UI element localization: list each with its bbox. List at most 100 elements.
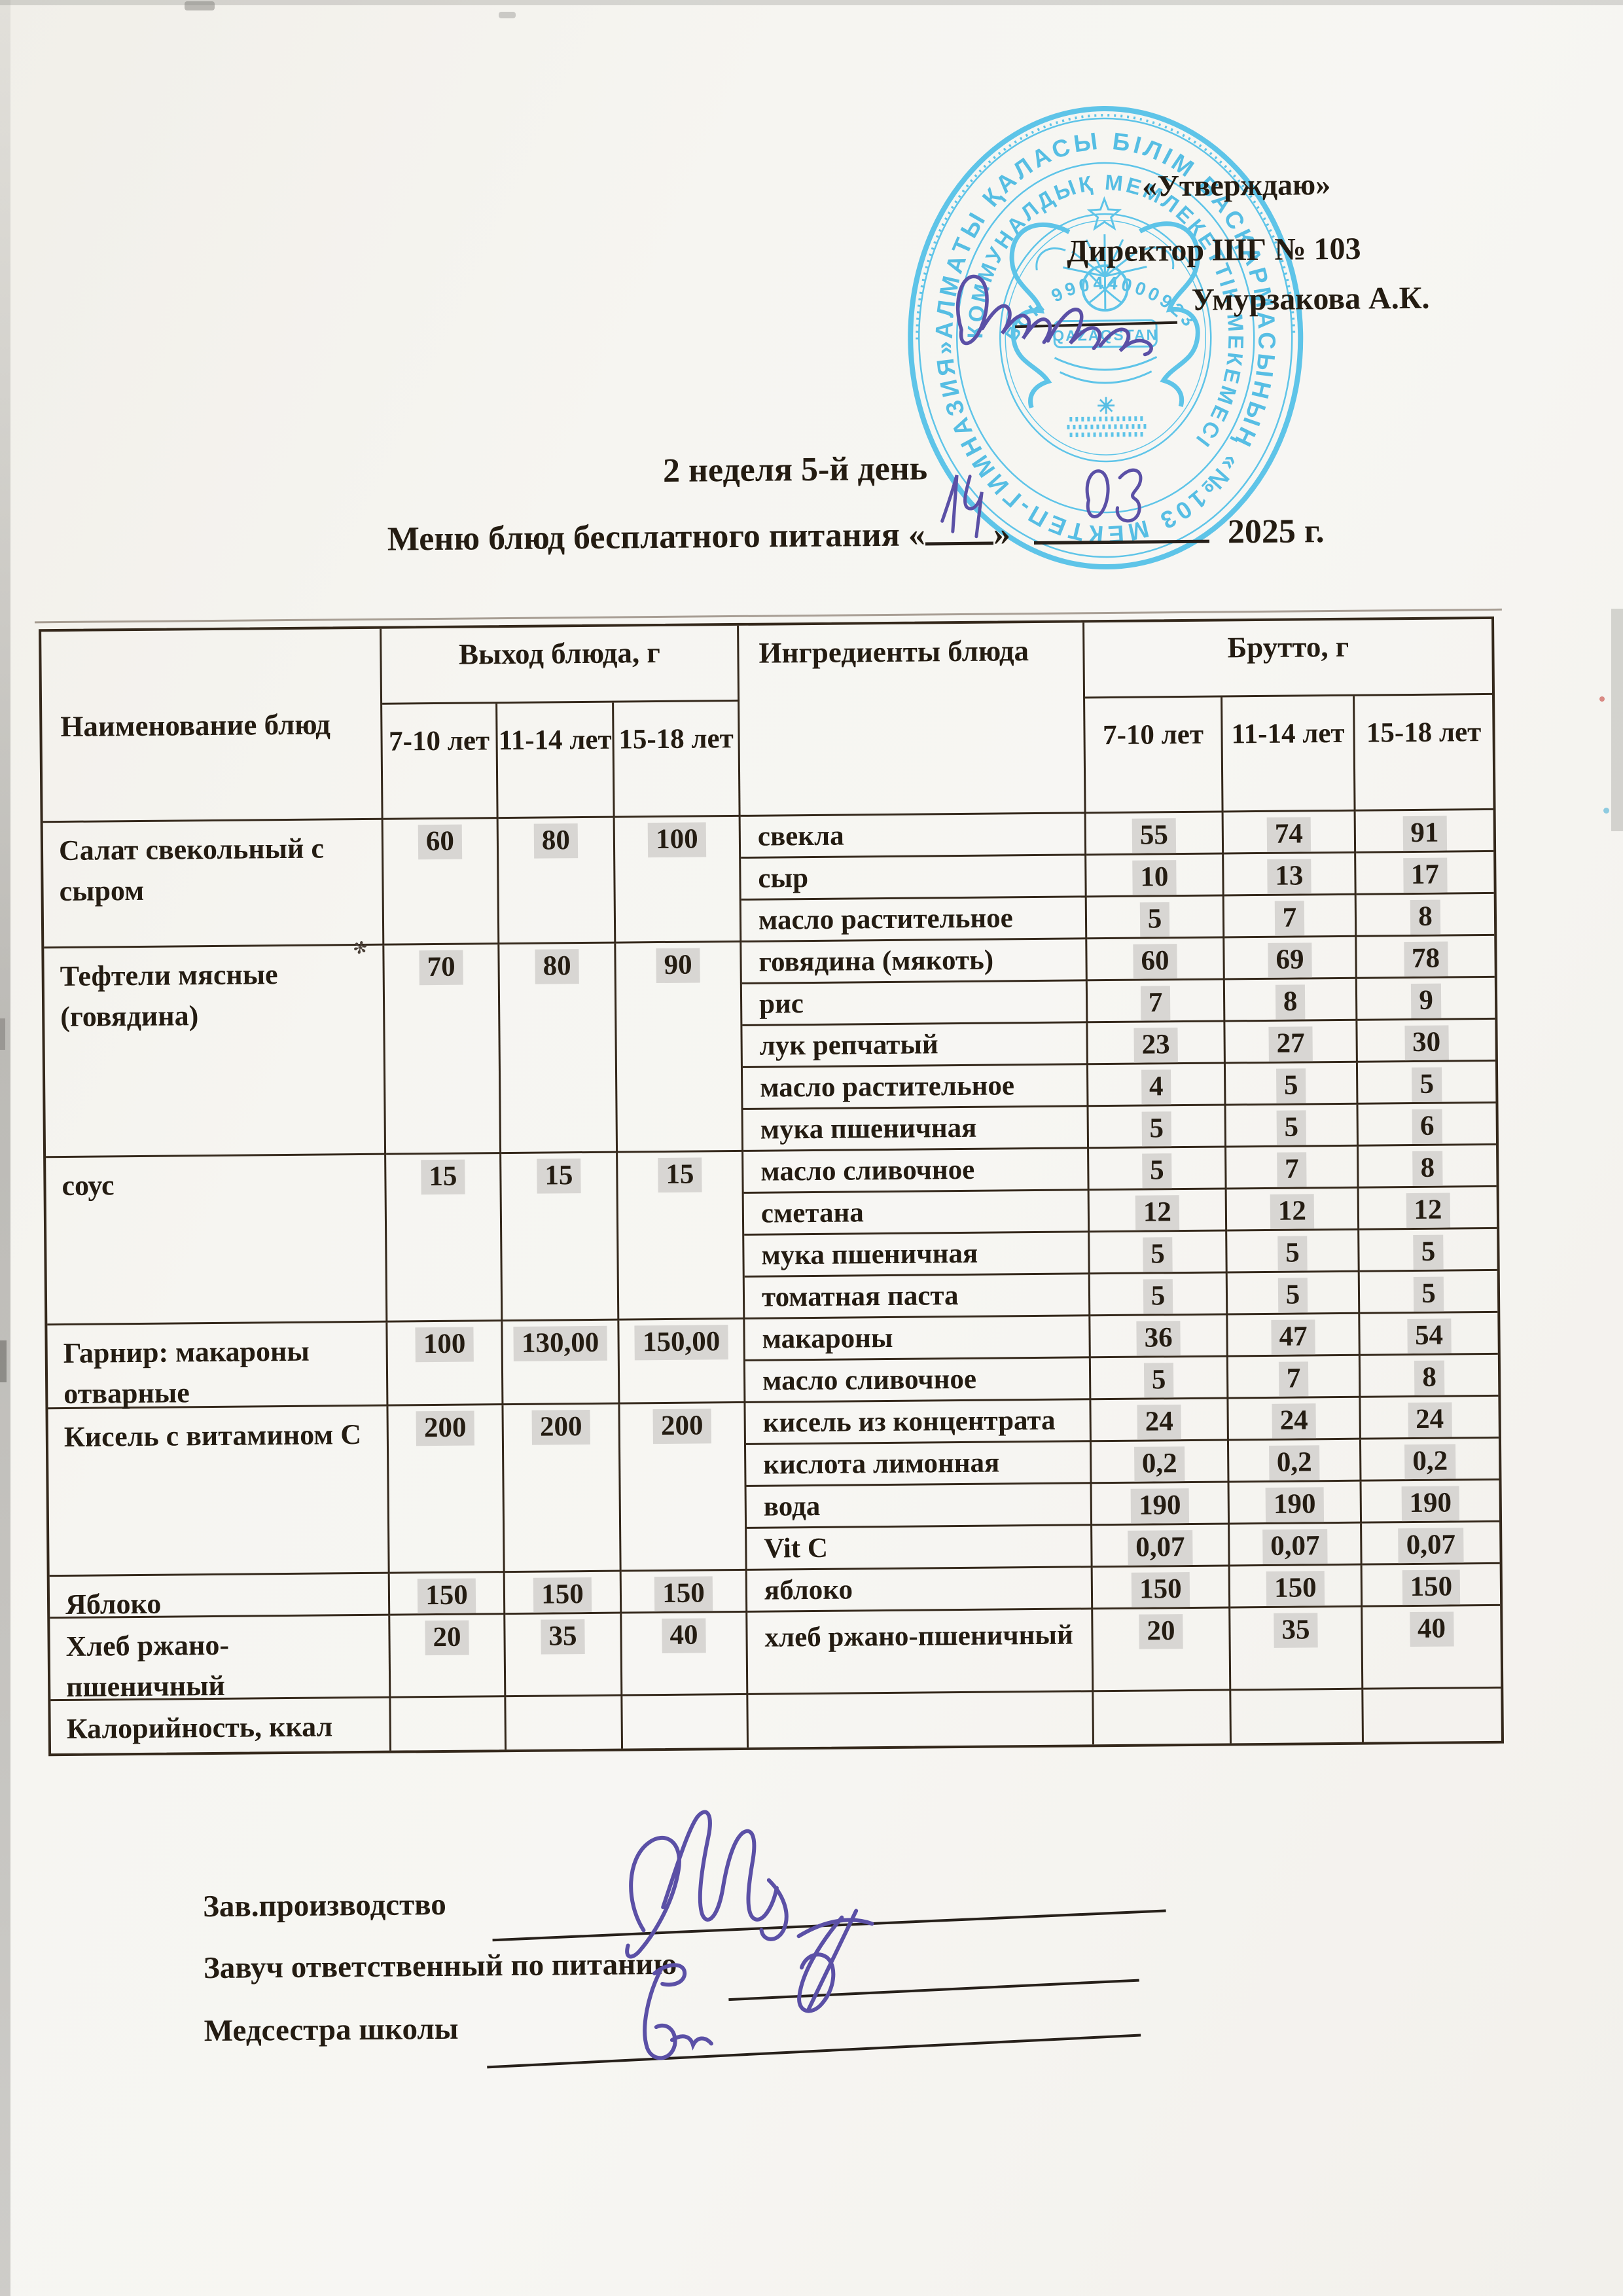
yield-cell: 200 xyxy=(388,1405,505,1574)
header-yield-group: Выход блюда, г xyxy=(382,625,740,705)
yield-cell: 40 xyxy=(622,1612,749,1696)
brutto-cell: 12 xyxy=(1359,1187,1497,1230)
signature-label-production-manager: Зав.производство xyxy=(202,1887,446,1924)
dish-cell: соус xyxy=(46,1155,388,1326)
value-chip: 5 xyxy=(1141,1111,1172,1147)
seal-rings xyxy=(908,106,1304,570)
value-chip: 74 xyxy=(1266,817,1311,852)
yield-cell xyxy=(622,1695,749,1749)
brutto-cell: 5 xyxy=(1086,896,1225,940)
brutto-cell: 91 xyxy=(1355,810,1494,853)
value-chip: 0,2 xyxy=(1404,1444,1456,1480)
brutto-cell: 74 xyxy=(1223,811,1357,855)
handwritten-month xyxy=(1085,468,1143,523)
value-chip: 80 xyxy=(535,949,579,984)
date-day-blank xyxy=(925,475,994,546)
value-chip: 5 xyxy=(1413,1234,1444,1270)
value-chip: 5 xyxy=(1277,1236,1308,1271)
value-chip: 190 xyxy=(1401,1486,1460,1522)
value-chip: 54 xyxy=(1406,1318,1452,1354)
value-chip: 7 xyxy=(1276,1152,1307,1187)
seal-dotted-block xyxy=(1067,416,1147,438)
brutto-cell: 8 xyxy=(1360,1354,1499,1398)
yield-cell: 100 xyxy=(615,816,742,944)
value-chip: 5 xyxy=(1412,1067,1442,1102)
value-chip: 69 xyxy=(1268,942,1312,978)
value-chip: 190 xyxy=(1265,1487,1324,1522)
value-chip: 5 xyxy=(1276,1110,1307,1145)
brutto-cell: 150 xyxy=(1230,1565,1363,1609)
menu-title-line: Меню блюд бесплатного питания « » 2025 г… xyxy=(387,468,1325,558)
ingredient-cell: макароны xyxy=(745,1316,1091,1361)
brutto-cell: 0,2 xyxy=(1091,1441,1230,1484)
value-chip: 35 xyxy=(1274,1613,1318,1648)
value-chip: 7 xyxy=(1140,986,1171,1021)
yield-cell: 80 xyxy=(498,817,616,945)
value-chip: 13 xyxy=(1267,859,1311,894)
value-chip: 40 xyxy=(662,1618,706,1654)
value-chip: 90 xyxy=(656,948,700,984)
value-chip: 150 xyxy=(533,1577,592,1613)
brutto-cell xyxy=(1363,1689,1501,1742)
yield-cell: 90 xyxy=(616,942,744,1153)
brutto-cell: 54 xyxy=(1360,1312,1498,1356)
value-chip: 80 xyxy=(533,823,579,859)
header-brutto-age-2: 15-18 лет xyxy=(1355,694,1493,812)
value-chip: 200 xyxy=(652,1408,711,1444)
ingredient-cell: мука пшеничная xyxy=(744,1232,1090,1278)
yield-cell: 15 xyxy=(501,1153,620,1322)
header-brutto-age-0: 7-10 лет xyxy=(1085,697,1224,814)
ingredient-cell: масло сливочное xyxy=(745,1358,1092,1403)
value-chip: 5 xyxy=(1143,1279,1173,1314)
ingredient-cell: хлеб ржано-пшеничный xyxy=(747,1609,1094,1695)
value-chip: 35 xyxy=(541,1619,585,1655)
ingredient-cell: кислота лимонная xyxy=(745,1442,1092,1487)
yield-cell xyxy=(391,1697,507,1751)
value-chip: 17 xyxy=(1402,857,1448,893)
value-chip: 5 xyxy=(1277,1278,1308,1313)
ingredient-cell: масло растительное xyxy=(742,1065,1089,1110)
brutto-cell: 35 xyxy=(1230,1607,1364,1691)
brutto-cell: 24 xyxy=(1228,1397,1361,1441)
value-chip: 24 xyxy=(1407,1402,1452,1438)
dish-cell: Хлеб ржано-пшеничный xyxy=(50,1615,391,1703)
value-chip: 7 xyxy=(1278,1361,1309,1397)
dish-cell: Яблоко xyxy=(49,1573,391,1621)
header-ingredients: Ингредиенты блюда xyxy=(739,622,1086,817)
value-chip: 5 xyxy=(1139,902,1170,937)
yield-cell: 200 xyxy=(503,1404,622,1573)
value-chip: 5 xyxy=(1275,1068,1306,1103)
yield-cell: 80 xyxy=(499,943,618,1155)
week-day-title: 2 неделя 5-й день xyxy=(662,450,928,490)
menu-title-quote-close: » xyxy=(993,515,1011,553)
yield-cell xyxy=(506,1696,624,1750)
yield-cell: 60 xyxy=(383,819,500,946)
brutto-cell: 55 xyxy=(1086,812,1224,856)
yield-cell: 15 xyxy=(618,1151,745,1321)
value-chip: 20 xyxy=(1139,1614,1183,1649)
brutto-cell: 5 xyxy=(1359,1270,1498,1314)
brutto-cell: 190 xyxy=(1229,1481,1363,1525)
brutto-cell: 5 xyxy=(1225,1062,1359,1106)
value-chip: 0,2 xyxy=(1133,1446,1185,1482)
value-chip: 30 xyxy=(1404,1025,1449,1061)
brutto-cell: 6 xyxy=(1358,1103,1497,1147)
value-chip: 0,07 xyxy=(1128,1530,1193,1566)
yield-cell: 150 xyxy=(505,1571,622,1615)
brutto-cell: 27 xyxy=(1225,1020,1358,1064)
brutto-cell: 8 xyxy=(1356,893,1495,937)
brutto-cell xyxy=(1231,1689,1364,1744)
brutto-cell: 5 xyxy=(1227,1272,1361,1316)
ingredient-cell: говядина (мякоть) xyxy=(741,939,1088,984)
value-chip: 5 xyxy=(1141,1153,1172,1189)
header-brutto-age-1: 11-14 лет xyxy=(1222,696,1356,813)
ingredient-cell: Vit C xyxy=(747,1526,1093,1571)
value-chip: 70 xyxy=(419,950,463,986)
value-chip: 12 xyxy=(1406,1193,1450,1229)
value-chip: 8 xyxy=(1275,984,1306,1020)
brutto-cell: 23 xyxy=(1088,1022,1226,1066)
brutto-cell: 5 xyxy=(1227,1230,1360,1274)
yield-cell: 20 xyxy=(390,1615,507,1698)
ingredient-cell: сыр xyxy=(741,855,1087,901)
value-chip: 10 xyxy=(1132,860,1177,895)
